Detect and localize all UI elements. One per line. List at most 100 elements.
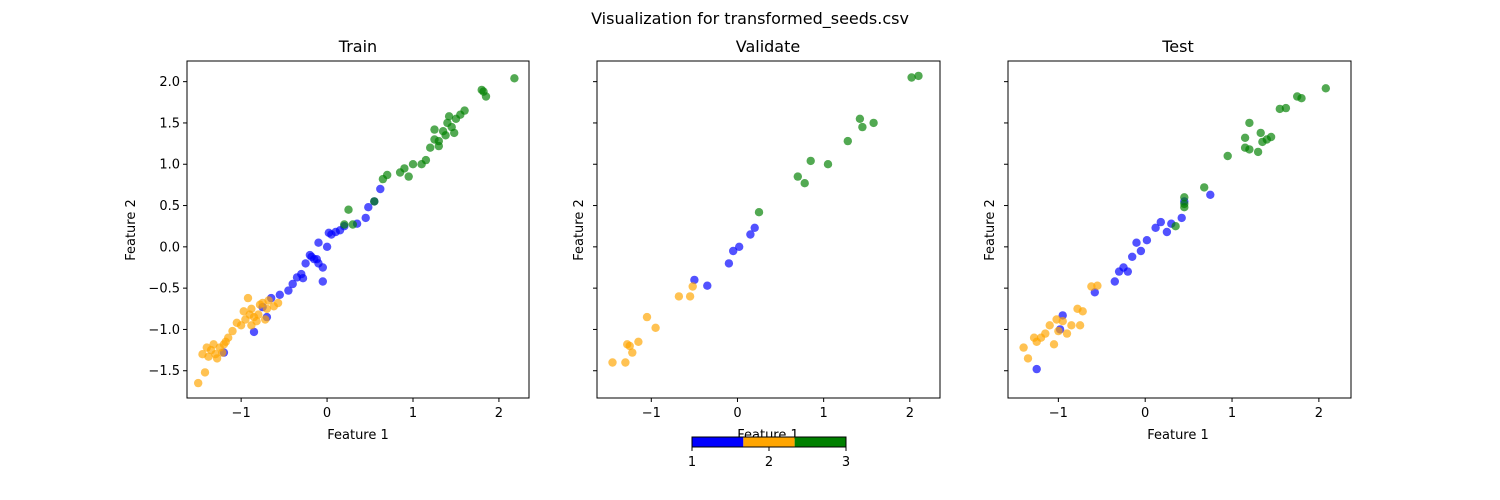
scatter-point-class-1 (729, 246, 738, 256)
scatter-point-class-1 (1142, 236, 1152, 245)
scatter-point-class-3 (1266, 132, 1276, 142)
scatter-point-class-3 (1180, 193, 1189, 202)
scatter-point-class-2 (1093, 281, 1102, 290)
colorbar: 1 2 3 (688, 436, 850, 470)
scatter-point-class-2 (228, 326, 237, 336)
x-tick-label: 0 (323, 406, 331, 421)
subplot-title-validate: Validate (736, 37, 800, 56)
scatter-point-class-2 (1041, 329, 1050, 338)
scatter-point-class-1 (1132, 238, 1141, 247)
scatter-point-class-2 (642, 312, 652, 322)
scatter-point-class-2 (209, 340, 218, 349)
scatter-point-class-1 (324, 228, 333, 237)
scatter-point-class-3 (858, 122, 867, 132)
colorbar-segment-3 (794, 437, 846, 447)
scatter-point-class-2 (1078, 307, 1087, 316)
scatter-point-class-1 (1032, 364, 1041, 374)
x-tick-label: 1 (820, 406, 828, 421)
x-tick-label: 2 (906, 406, 914, 421)
scatter-point-class-1 (703, 281, 712, 290)
scatter-point-class-2 (212, 354, 222, 363)
y-axis-label-train: Feature 2 (124, 199, 139, 261)
scatter-point-class-2 (1045, 321, 1054, 330)
scatter-point-class-3 (800, 179, 809, 188)
scatter-point-class-1 (1177, 213, 1186, 223)
scatter-point-class-3 (344, 205, 353, 214)
subplot-title-test: Test (1161, 37, 1194, 56)
scatter-point-class-3 (1297, 94, 1306, 103)
scatter-point-class-3 (914, 71, 923, 81)
subplot-title-train: Train (338, 37, 377, 56)
scatter-point-class-3 (460, 106, 469, 115)
scatter-point-class-3 (426, 143, 435, 152)
scatter-point-class-3 (1245, 118, 1254, 128)
scatter-point-class-3 (1275, 104, 1285, 114)
scatter-point-class-1 (376, 184, 385, 194)
scatter-point-class-1 (275, 290, 284, 299)
x-tick-label: 0 (1141, 406, 1149, 421)
scatter-point-class-3 (1180, 203, 1189, 212)
y-tick-label: −1.0 (148, 323, 180, 338)
x-tick-label: 2 (495, 406, 503, 421)
axes-frame-validate (596, 60, 941, 399)
scatter-point-class-3 (444, 112, 454, 121)
scatter-point-class-3 (408, 160, 418, 169)
x-axis-label-test: Feature 1 (1147, 428, 1209, 443)
y-tick-label: −0.5 (148, 282, 180, 297)
scatter-point-class-1 (318, 277, 327, 286)
y-axis-label-test: Feature 2 (983, 199, 998, 261)
scatter-point-class-2 (1049, 340, 1059, 349)
scatter-point-class-2 (247, 321, 256, 330)
scatter-point-class-2 (685, 292, 695, 301)
scatter-point-class-2 (1019, 343, 1028, 352)
scatter-point-class-3 (754, 208, 764, 217)
colorbar-tick-label-1: 1 (688, 455, 696, 470)
colorbar-tick-label-3: 3 (842, 455, 850, 470)
y-tick-label: 1.0 (159, 158, 180, 173)
scatter-point-class-3 (843, 136, 852, 146)
scatter-point-class-1 (284, 286, 293, 295)
figure-title: Visualization for transformed_seeds.csv (591, 9, 909, 29)
scatter-point-class-2 (651, 323, 660, 332)
scatter-point-class-3 (434, 141, 443, 151)
scatter-point-class-2 (625, 341, 634, 351)
scatter-point-class-1 (1151, 223, 1160, 232)
scatter-point-class-2 (1052, 315, 1061, 324)
x-tick-label: 1 (1228, 406, 1236, 421)
y-tick-label: 0.5 (159, 199, 180, 214)
scatter-point-class-1 (1136, 246, 1146, 256)
scatter-point-class-1 (322, 242, 332, 251)
axes-frame-train (186, 60, 530, 399)
scatter-point-class-3 (855, 114, 865, 124)
scatter-point-class-1 (724, 259, 734, 268)
x-tick-label: 0 (733, 406, 741, 421)
scatter-point-class-3 (340, 220, 349, 229)
scatter-point-class-1 (1128, 252, 1137, 261)
scatter-point-class-3 (1256, 128, 1265, 138)
x-tick-label: 1 (409, 406, 417, 421)
scatter-point-class-1 (361, 213, 370, 223)
scatter-point-class-3 (348, 220, 357, 229)
scatter-point-class-1 (307, 252, 316, 261)
scatter-point-class-3 (1171, 222, 1180, 231)
scatter-point-class-2 (1067, 321, 1076, 330)
scatter-point-class-3 (430, 125, 439, 134)
scatter-point-class-3 (400, 164, 409, 173)
scatter-point-class-3 (1240, 133, 1250, 142)
scatter-point-class-3 (477, 85, 486, 95)
scatter-point-class-2 (621, 358, 630, 367)
scatter-point-class-1 (288, 279, 297, 289)
x-tick-label: −1 (1049, 406, 1068, 421)
scatter-point-class-3 (1281, 103, 1291, 113)
scatter-point-class-3 (793, 172, 802, 181)
scatter-point-class-3 (1253, 147, 1263, 157)
scatter-point-class-1 (1156, 217, 1166, 227)
scatter-point-class-1 (301, 259, 310, 268)
scatter-point-class-2 (273, 298, 283, 308)
scatter-point-class-2 (688, 282, 697, 291)
scatter-point-class-1 (364, 203, 373, 212)
scatter-point-class-1 (318, 263, 327, 272)
scatter-point-class-1 (750, 223, 759, 232)
x-tick-label: −1 (642, 406, 661, 421)
